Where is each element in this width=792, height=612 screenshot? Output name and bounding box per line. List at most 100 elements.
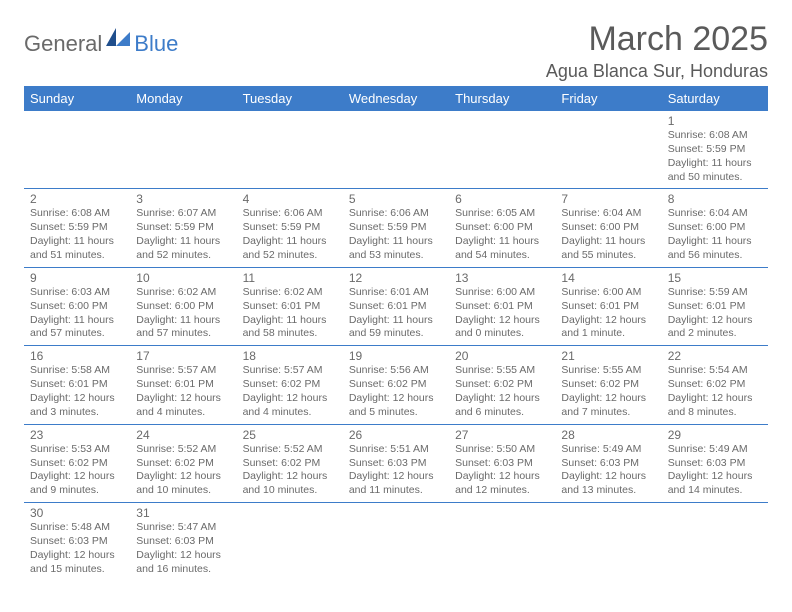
calendar-empty-cell <box>237 503 343 581</box>
day-info: Sunrise: 6:03 AMSunset: 6:00 PMDaylight:… <box>30 286 124 341</box>
sunset-text: Sunset: 6:02 PM <box>136 457 230 471</box>
day-info: Sunrise: 5:54 AMSunset: 6:02 PMDaylight:… <box>668 364 762 419</box>
day-number: 7 <box>561 192 655 206</box>
calendar-day-cell: 15Sunrise: 5:59 AMSunset: 6:01 PMDayligh… <box>662 267 768 345</box>
day-number: 28 <box>561 428 655 442</box>
daylight-text: Daylight: 11 hours and 52 minutes. <box>243 235 337 263</box>
daylight-text: Daylight: 12 hours and 11 minutes. <box>349 470 443 498</box>
calendar-empty-cell <box>662 503 768 581</box>
calendar-empty-cell <box>237 111 343 189</box>
calendar-day-cell: 14Sunrise: 6:00 AMSunset: 6:01 PMDayligh… <box>555 267 661 345</box>
day-number: 21 <box>561 349 655 363</box>
daylight-text: Daylight: 12 hours and 9 minutes. <box>30 470 124 498</box>
sunrise-text: Sunrise: 5:47 AM <box>136 521 230 535</box>
calendar-empty-cell <box>343 111 449 189</box>
calendar-body: 1Sunrise: 6:08 AMSunset: 5:59 PMDaylight… <box>24 111 768 581</box>
day-info: Sunrise: 6:02 AMSunset: 6:00 PMDaylight:… <box>136 286 230 341</box>
sunrise-text: Sunrise: 6:08 AM <box>30 207 124 221</box>
day-number: 19 <box>349 349 443 363</box>
day-info: Sunrise: 6:06 AMSunset: 5:59 PMDaylight:… <box>349 207 443 262</box>
day-number: 13 <box>455 271 549 285</box>
sunset-text: Sunset: 5:59 PM <box>30 221 124 235</box>
sunset-text: Sunset: 6:01 PM <box>455 300 549 314</box>
calendar-day-cell: 31Sunrise: 5:47 AMSunset: 6:03 PMDayligh… <box>130 503 236 581</box>
day-info: Sunrise: 5:57 AMSunset: 6:02 PMDaylight:… <box>243 364 337 419</box>
day-info: Sunrise: 5:47 AMSunset: 6:03 PMDaylight:… <box>136 521 230 576</box>
day-header: Friday <box>555 86 661 111</box>
calendar-week-row: 2Sunrise: 6:08 AMSunset: 5:59 PMDaylight… <box>24 189 768 267</box>
day-info: Sunrise: 5:52 AMSunset: 6:02 PMDaylight:… <box>243 443 337 498</box>
sunset-text: Sunset: 6:02 PM <box>243 457 337 471</box>
month-title: March 2025 <box>546 20 768 59</box>
daylight-text: Daylight: 12 hours and 0 minutes. <box>455 314 549 342</box>
sunset-text: Sunset: 6:02 PM <box>561 378 655 392</box>
daylight-text: Daylight: 12 hours and 4 minutes. <box>243 392 337 420</box>
daylight-text: Daylight: 11 hours and 56 minutes. <box>668 235 762 263</box>
day-number: 15 <box>668 271 762 285</box>
title-block: March 2025 Agua Blanca Sur, Honduras <box>546 20 768 82</box>
day-info: Sunrise: 6:02 AMSunset: 6:01 PMDaylight:… <box>243 286 337 341</box>
calendar-day-cell: 6Sunrise: 6:05 AMSunset: 6:00 PMDaylight… <box>449 189 555 267</box>
calendar-empty-cell <box>24 111 130 189</box>
day-info: Sunrise: 5:49 AMSunset: 6:03 PMDaylight:… <box>668 443 762 498</box>
calendar-day-cell: 21Sunrise: 5:55 AMSunset: 6:02 PMDayligh… <box>555 346 661 424</box>
day-info: Sunrise: 5:55 AMSunset: 6:02 PMDaylight:… <box>455 364 549 419</box>
sunset-text: Sunset: 6:02 PM <box>30 457 124 471</box>
day-number: 10 <box>136 271 230 285</box>
day-info: Sunrise: 5:52 AMSunset: 6:02 PMDaylight:… <box>136 443 230 498</box>
sunrise-text: Sunrise: 6:01 AM <box>349 286 443 300</box>
day-number: 8 <box>668 192 762 206</box>
day-number: 20 <box>455 349 549 363</box>
sunrise-text: Sunrise: 5:49 AM <box>561 443 655 457</box>
day-info: Sunrise: 6:07 AMSunset: 5:59 PMDaylight:… <box>136 207 230 262</box>
logo-text-general: General <box>24 31 102 57</box>
sunset-text: Sunset: 6:00 PM <box>455 221 549 235</box>
calendar-day-cell: 4Sunrise: 6:06 AMSunset: 5:59 PMDaylight… <box>237 189 343 267</box>
sunrise-text: Sunrise: 5:57 AM <box>243 364 337 378</box>
sunset-text: Sunset: 6:03 PM <box>561 457 655 471</box>
daylight-text: Daylight: 12 hours and 4 minutes. <box>136 392 230 420</box>
logo-flag-icon <box>106 28 132 51</box>
calendar-empty-cell <box>130 111 236 189</box>
sunset-text: Sunset: 6:02 PM <box>349 378 443 392</box>
daylight-text: Daylight: 12 hours and 16 minutes. <box>136 549 230 577</box>
calendar-day-cell: 27Sunrise: 5:50 AMSunset: 6:03 PMDayligh… <box>449 424 555 502</box>
daylight-text: Daylight: 11 hours and 57 minutes. <box>136 314 230 342</box>
sunset-text: Sunset: 6:01 PM <box>668 300 762 314</box>
sunrise-text: Sunrise: 6:06 AM <box>349 207 443 221</box>
sunrise-text: Sunrise: 5:52 AM <box>243 443 337 457</box>
day-info: Sunrise: 5:56 AMSunset: 6:02 PMDaylight:… <box>349 364 443 419</box>
calendar-day-cell: 26Sunrise: 5:51 AMSunset: 6:03 PMDayligh… <box>343 424 449 502</box>
calendar-day-cell: 10Sunrise: 6:02 AMSunset: 6:00 PMDayligh… <box>130 267 236 345</box>
sunrise-text: Sunrise: 6:04 AM <box>668 207 762 221</box>
sunrise-text: Sunrise: 5:59 AM <box>668 286 762 300</box>
sunrise-text: Sunrise: 6:04 AM <box>561 207 655 221</box>
sunrise-text: Sunrise: 5:48 AM <box>30 521 124 535</box>
day-info: Sunrise: 5:53 AMSunset: 6:02 PMDaylight:… <box>30 443 124 498</box>
daylight-text: Daylight: 12 hours and 10 minutes. <box>243 470 337 498</box>
day-number: 12 <box>349 271 443 285</box>
calendar-week-row: 9Sunrise: 6:03 AMSunset: 6:00 PMDaylight… <box>24 267 768 345</box>
sunrise-text: Sunrise: 5:57 AM <box>136 364 230 378</box>
sunset-text: Sunset: 6:03 PM <box>136 535 230 549</box>
sunset-text: Sunset: 6:00 PM <box>30 300 124 314</box>
sunrise-text: Sunrise: 5:50 AM <box>455 443 549 457</box>
daylight-text: Daylight: 11 hours and 51 minutes. <box>30 235 124 263</box>
daylight-text: Daylight: 12 hours and 6 minutes. <box>455 392 549 420</box>
day-number: 22 <box>668 349 762 363</box>
day-info: Sunrise: 5:49 AMSunset: 6:03 PMDaylight:… <box>561 443 655 498</box>
sunrise-text: Sunrise: 5:56 AM <box>349 364 443 378</box>
day-number: 16 <box>30 349 124 363</box>
calendar-empty-cell <box>343 503 449 581</box>
day-number: 23 <box>30 428 124 442</box>
calendar-day-cell: 17Sunrise: 5:57 AMSunset: 6:01 PMDayligh… <box>130 346 236 424</box>
daylight-text: Daylight: 11 hours and 54 minutes. <box>455 235 549 263</box>
sunset-text: Sunset: 6:01 PM <box>243 300 337 314</box>
sunset-text: Sunset: 6:00 PM <box>668 221 762 235</box>
daylight-text: Daylight: 11 hours and 55 minutes. <box>561 235 655 263</box>
daylight-text: Daylight: 12 hours and 12 minutes. <box>455 470 549 498</box>
day-number: 11 <box>243 271 337 285</box>
calendar-day-cell: 25Sunrise: 5:52 AMSunset: 6:02 PMDayligh… <box>237 424 343 502</box>
daylight-text: Daylight: 11 hours and 59 minutes. <box>349 314 443 342</box>
sunrise-text: Sunrise: 6:02 AM <box>243 286 337 300</box>
